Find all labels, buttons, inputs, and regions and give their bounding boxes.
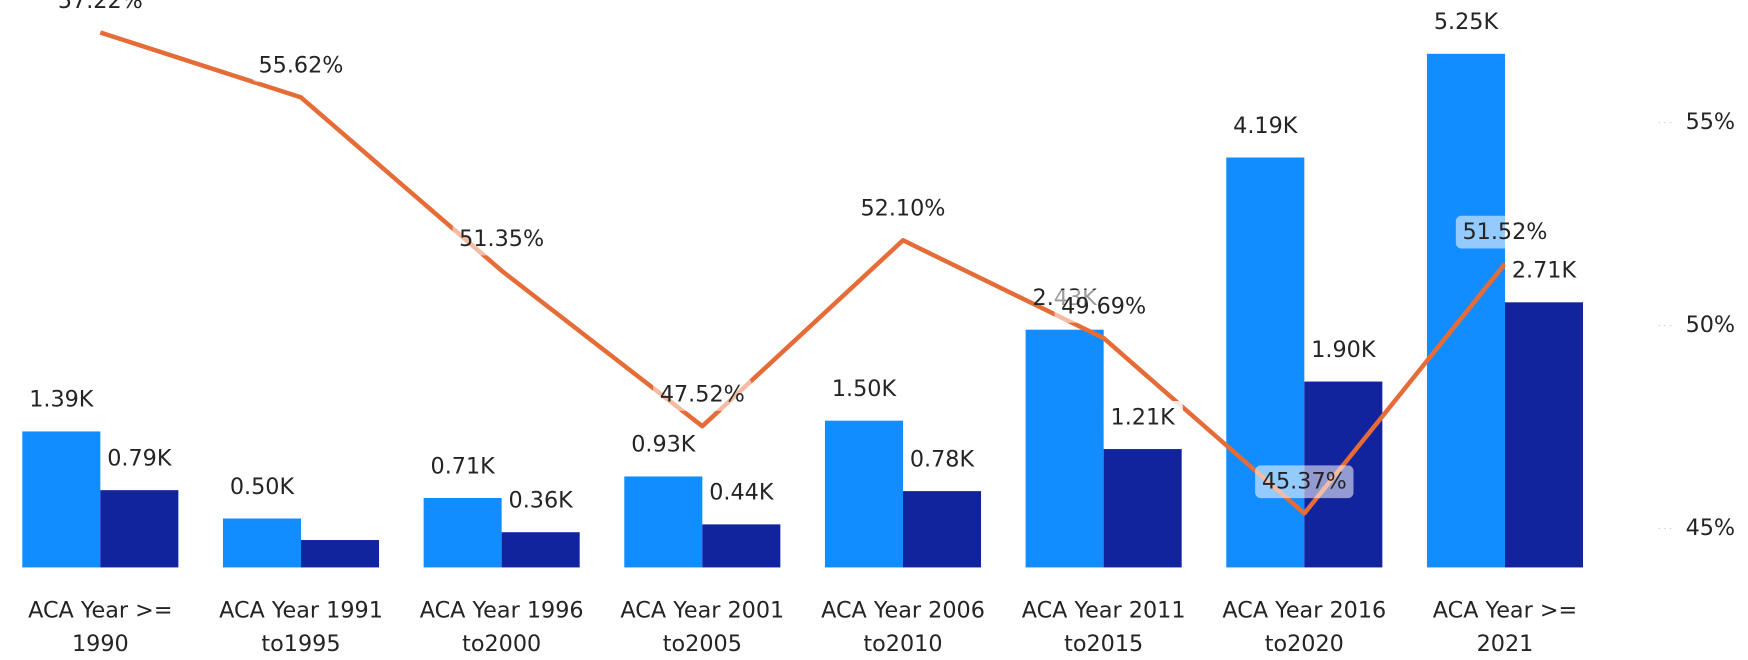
data-label: 0.79K [107,445,173,471]
bar [423,497,502,568]
data-label: 57.22% [58,0,143,14]
bar [702,524,781,568]
bar [100,490,179,568]
data-label-bg [1054,290,1153,323]
data-label-bg [1255,465,1354,499]
data-label: 1.39K [29,387,95,413]
data-label-bg [1455,215,1555,249]
data-label: 0.93K [631,432,697,458]
y2-tick-label: 50% [1686,312,1736,338]
y2-tick-label: 45% [1686,515,1736,541]
data-label: 2.71K [1512,258,1578,284]
data-label: 47.52% [660,381,745,407]
bar [501,532,580,568]
data-label: 0.78K [910,446,976,472]
x-tick-label: ACA Year 1991 to1995 [219,596,383,657]
bar [22,431,101,568]
data-label-bg [903,443,983,476]
x-tick-label: ACA Year >= 2021 [1432,596,1578,657]
data-label: 52.10% [861,196,946,222]
bar [300,540,380,568]
data-label-bg [1103,400,1183,434]
data-label: 49.69% [1061,293,1146,319]
data-label-bg [501,484,581,517]
data-label: 51.52% [1462,219,1547,245]
x-tick-label: ACA Year >= 1990 [28,596,173,657]
x-tick-label: ACA Year 2001 to2005 [620,596,785,657]
x-tick-label: ACA Year 2011 to2015 [1021,596,1186,657]
y2-tick-label: 55% [1686,109,1736,135]
data-label: 0.71K [431,453,497,479]
x-tick-label: ACA Year 2016 to2020 [1222,596,1387,657]
bar [1504,302,1584,568]
data-label-bg [853,192,953,225]
data-label: 0.36K [509,487,575,513]
data-label: 0.44K [709,480,775,506]
x-tick-label: ACA Year 1996 to2000 [419,596,584,657]
data-label: 5.25K [1434,9,1500,35]
data-label-bg [653,378,752,411]
data-label-bg [1505,254,1585,287]
bar [1025,329,1104,568]
data-label-bg [100,442,180,475]
data-label: 1.21K [1111,404,1177,430]
data-label: 4.19K [1233,113,1299,139]
data-label-bg [1304,333,1384,367]
data-label: 1.50K [832,376,898,402]
bar [1226,157,1305,568]
data-label: 55.62% [259,53,344,79]
data-label-bg [51,0,150,18]
data-label-bg [452,222,551,256]
data-label: 45.37% [1262,469,1347,495]
data-label-bg [251,49,351,83]
bar [624,476,703,568]
data-label: 0.50K [230,474,296,500]
bar [1103,449,1182,568]
bar [824,420,903,568]
data-label: 51.35% [459,226,544,252]
bar [902,491,982,568]
data-label: 1.90K [1311,337,1377,363]
data-label-bg [702,476,782,510]
bar [222,518,301,568]
x-tick-label: ACA Year 2006 to2010 [821,596,985,657]
